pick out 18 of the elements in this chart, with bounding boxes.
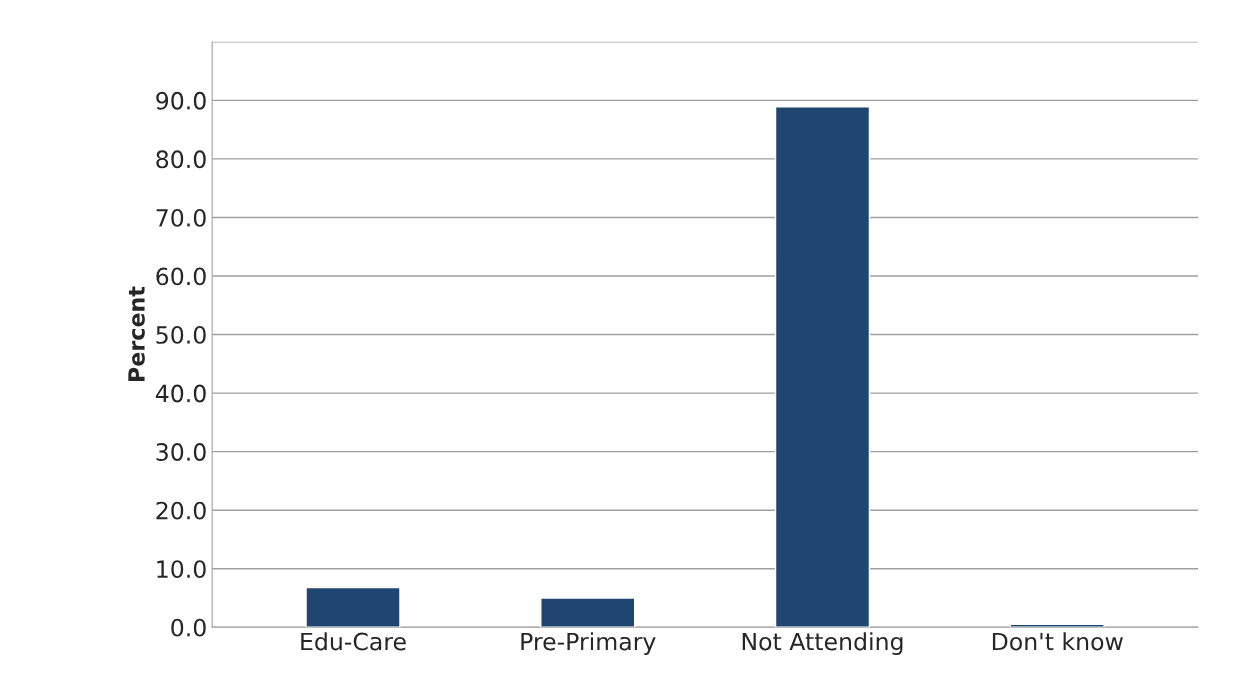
y-tick-label: 30.0 [156, 443, 206, 461]
x-tick-label: Don't know [992, 632, 1123, 651]
x-tick-label: Pre-Primary [521, 632, 656, 656]
y-tick-label: 80.0 [156, 150, 206, 169]
y-tick-label: 70.0 [156, 208, 206, 227]
y-tick-label: 10.0 [157, 560, 206, 579]
bar [305, 586, 401, 628]
y-tick-label: 60.0 [156, 267, 206, 286]
y-tick-label: 40.0 [155, 384, 206, 403]
y-tick-label: 0.0 [171, 618, 206, 637]
y-tick-label: 90.0 [156, 91, 206, 110]
bar [540, 597, 636, 628]
x-tick-label: Not Attending [742, 632, 903, 656]
y-tick-label: 50.0 [156, 326, 206, 344]
x-tick-label: Edu-Care [301, 632, 406, 651]
y-axis-title: Percent [128, 286, 145, 382]
y-tick-label: 20.0 [156, 501, 206, 520]
bar [774, 106, 871, 628]
